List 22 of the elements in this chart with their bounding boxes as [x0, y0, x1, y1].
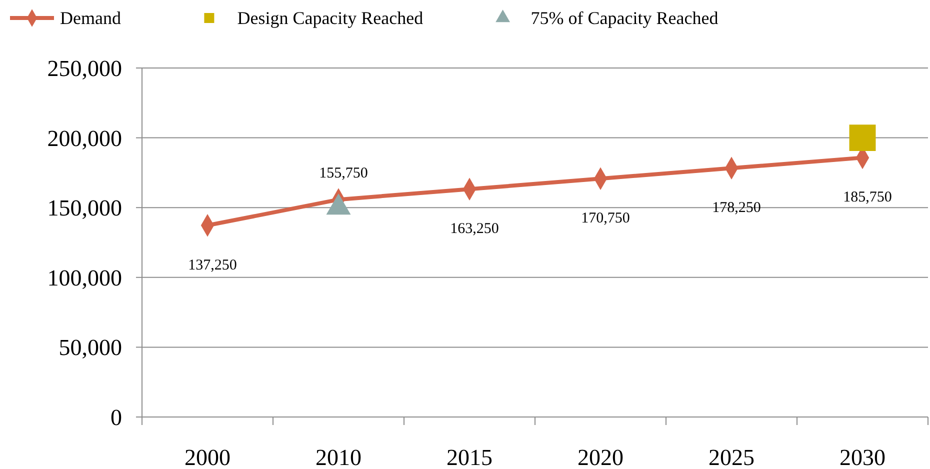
data-label: 178,250 — [712, 200, 761, 216]
x-tick-label: 2030 — [840, 445, 886, 469]
data-label: 163,250 — [450, 221, 499, 238]
x-tick-label: 2025 — [708, 445, 754, 469]
legend-label: Demand — [60, 8, 121, 28]
legend-label: Design Capacity Reached — [237, 8, 424, 28]
y-tick-label: 100,000 — [47, 265, 122, 290]
x-tick-label: 2000 — [184, 445, 230, 469]
data-label: 170,750 — [581, 210, 630, 227]
y-tick-label: 0 — [110, 405, 122, 430]
y-tick-label: 200,000 — [47, 126, 122, 151]
y-tick-label: 150,000 — [47, 196, 122, 221]
x-tick-label: 2020 — [578, 445, 624, 469]
point — [849, 124, 876, 152]
x-tick-label: 2010 — [316, 445, 362, 469]
y-tick-label: 250,000 — [47, 56, 122, 81]
legend-label: 75% of Capacity Reached — [530, 8, 718, 28]
y-tick-label: 50,000 — [58, 335, 122, 360]
data-label: 185,750 — [843, 190, 892, 206]
data-label: 137,250 — [188, 257, 237, 274]
data-label: 155,750 — [319, 166, 368, 182]
x-tick-label: 2015 — [446, 445, 492, 469]
